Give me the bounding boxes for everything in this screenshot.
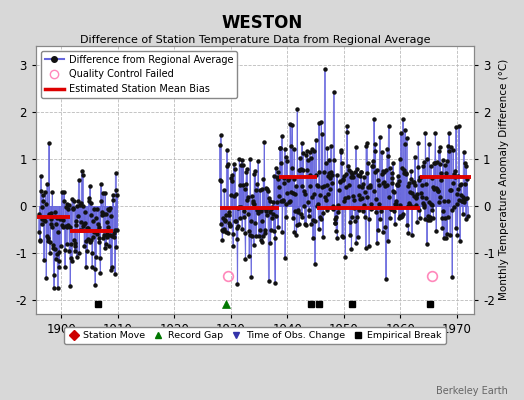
Title: Difference of Station Temperature Data from Regional Average: Difference of Station Temperature Data f…: [80, 35, 430, 45]
Y-axis label: Monthly Temperature Anomaly Difference (°C): Monthly Temperature Anomaly Difference (…: [499, 59, 509, 300]
Text: WESTON: WESTON: [221, 14, 303, 32]
Legend: Station Move, Record Gap, Time of Obs. Change, Empirical Break: Station Move, Record Gap, Time of Obs. C…: [64, 327, 446, 344]
Text: Berkeley Earth: Berkeley Earth: [436, 386, 508, 396]
